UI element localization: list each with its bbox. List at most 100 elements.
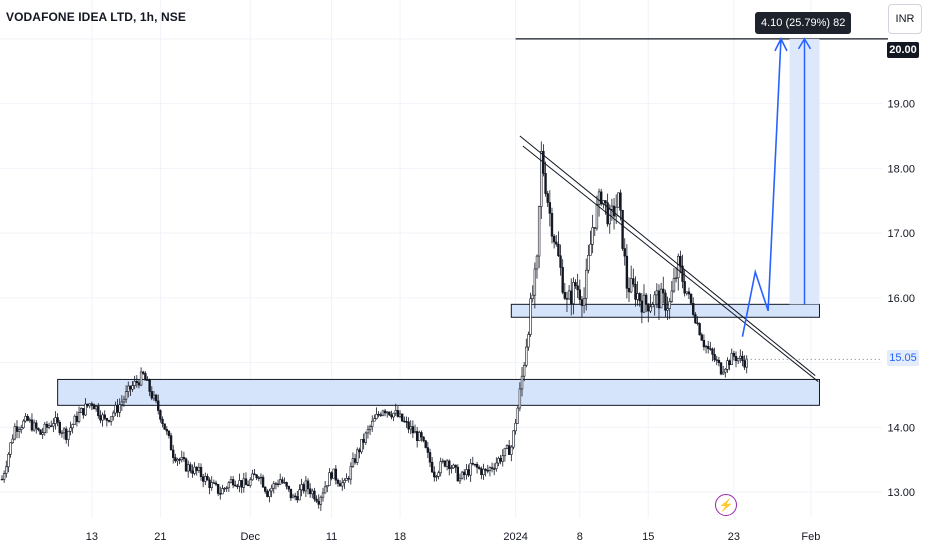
lightning-icon[interactable]: ⚡ <box>715 494 737 516</box>
candle <box>460 470 464 480</box>
candle-body <box>127 385 130 392</box>
y-axis[interactable]: 13.00 14.00 16.00 17.00 18.00 19.00 <box>887 99 915 500</box>
candle <box>572 277 575 315</box>
candle <box>219 486 222 500</box>
candle-body <box>135 380 139 383</box>
candle-body <box>587 254 590 271</box>
candle-body <box>199 466 203 478</box>
candle <box>441 458 445 464</box>
candle-body <box>662 288 665 294</box>
candle-body <box>129 385 132 390</box>
candle-body <box>343 480 346 484</box>
candle-body <box>214 482 218 485</box>
candle <box>358 447 361 459</box>
candle <box>612 197 616 230</box>
candle <box>375 407 378 420</box>
candle <box>420 430 423 442</box>
candle-body <box>540 151 543 207</box>
candle-body <box>321 492 325 498</box>
candle-body <box>717 359 721 364</box>
candle <box>439 457 442 477</box>
candle-body <box>259 476 263 479</box>
candle-body <box>537 206 541 257</box>
candle-body <box>409 426 412 430</box>
candle <box>157 394 160 415</box>
candle-body <box>77 412 81 422</box>
candle <box>73 414 76 425</box>
candle <box>172 444 175 464</box>
candle-body <box>253 473 256 476</box>
candle-body <box>229 479 233 483</box>
candle-body <box>92 404 96 410</box>
candle-body <box>319 496 323 505</box>
candle-body <box>317 500 320 505</box>
candle <box>409 420 412 435</box>
candle-body <box>289 488 293 499</box>
candle <box>726 357 729 373</box>
drawings[interactable] <box>515 37 888 382</box>
candles <box>0 141 748 511</box>
candle <box>677 253 680 291</box>
candle <box>127 381 130 398</box>
candle <box>454 464 457 473</box>
candle <box>364 431 367 445</box>
candle <box>597 188 601 217</box>
candle <box>137 380 141 389</box>
candle-body <box>557 243 560 257</box>
candle-body <box>565 298 569 300</box>
candle <box>681 254 684 289</box>
candle <box>251 469 254 481</box>
candle <box>713 347 716 363</box>
candle <box>619 189 622 221</box>
candle <box>424 439 427 449</box>
candle <box>37 427 40 432</box>
candle-body <box>274 483 278 485</box>
candle-body <box>544 173 547 194</box>
candle <box>381 409 385 417</box>
x-axis[interactable]: 13 21 Dec 11 18 2024 8 15 23 Feb <box>86 531 821 543</box>
candle-body <box>368 426 372 430</box>
candle <box>398 410 402 419</box>
candle-body <box>647 303 650 312</box>
candle <box>679 250 682 274</box>
candle <box>674 267 678 283</box>
candle-body <box>516 407 519 424</box>
candle <box>99 410 102 424</box>
candle <box>450 465 453 474</box>
x-tick-label: 23 <box>728 531 740 543</box>
candle <box>92 403 96 410</box>
candle <box>497 456 500 467</box>
candle <box>28 417 32 423</box>
candle-body <box>687 291 691 295</box>
candle-body <box>201 476 205 482</box>
candle <box>118 398 121 418</box>
candle-body <box>736 358 740 362</box>
candle <box>696 316 699 326</box>
candle-body <box>674 277 678 280</box>
candle-body <box>105 418 109 421</box>
candle <box>35 420 38 434</box>
candle <box>467 464 470 478</box>
candle-body <box>439 461 442 474</box>
candle-body <box>719 362 723 375</box>
candle-body <box>486 470 489 472</box>
support-zone[interactable] <box>57 378 820 406</box>
candle-body <box>73 415 76 425</box>
candle <box>728 359 731 371</box>
candle-body <box>734 356 738 362</box>
candle-body <box>231 479 235 486</box>
candle-body <box>443 460 447 467</box>
candle-body <box>146 379 149 382</box>
currency-button[interactable]: INR <box>888 4 922 34</box>
candle-body <box>227 482 231 489</box>
candle-body <box>604 200 607 204</box>
candle-body <box>525 346 528 366</box>
zones[interactable] <box>57 303 820 406</box>
candle <box>640 292 644 324</box>
candle-body <box>392 412 395 418</box>
candle <box>552 234 556 249</box>
candle <box>289 488 293 502</box>
measure-arrowhead <box>797 37 812 50</box>
candle-body <box>172 449 175 458</box>
